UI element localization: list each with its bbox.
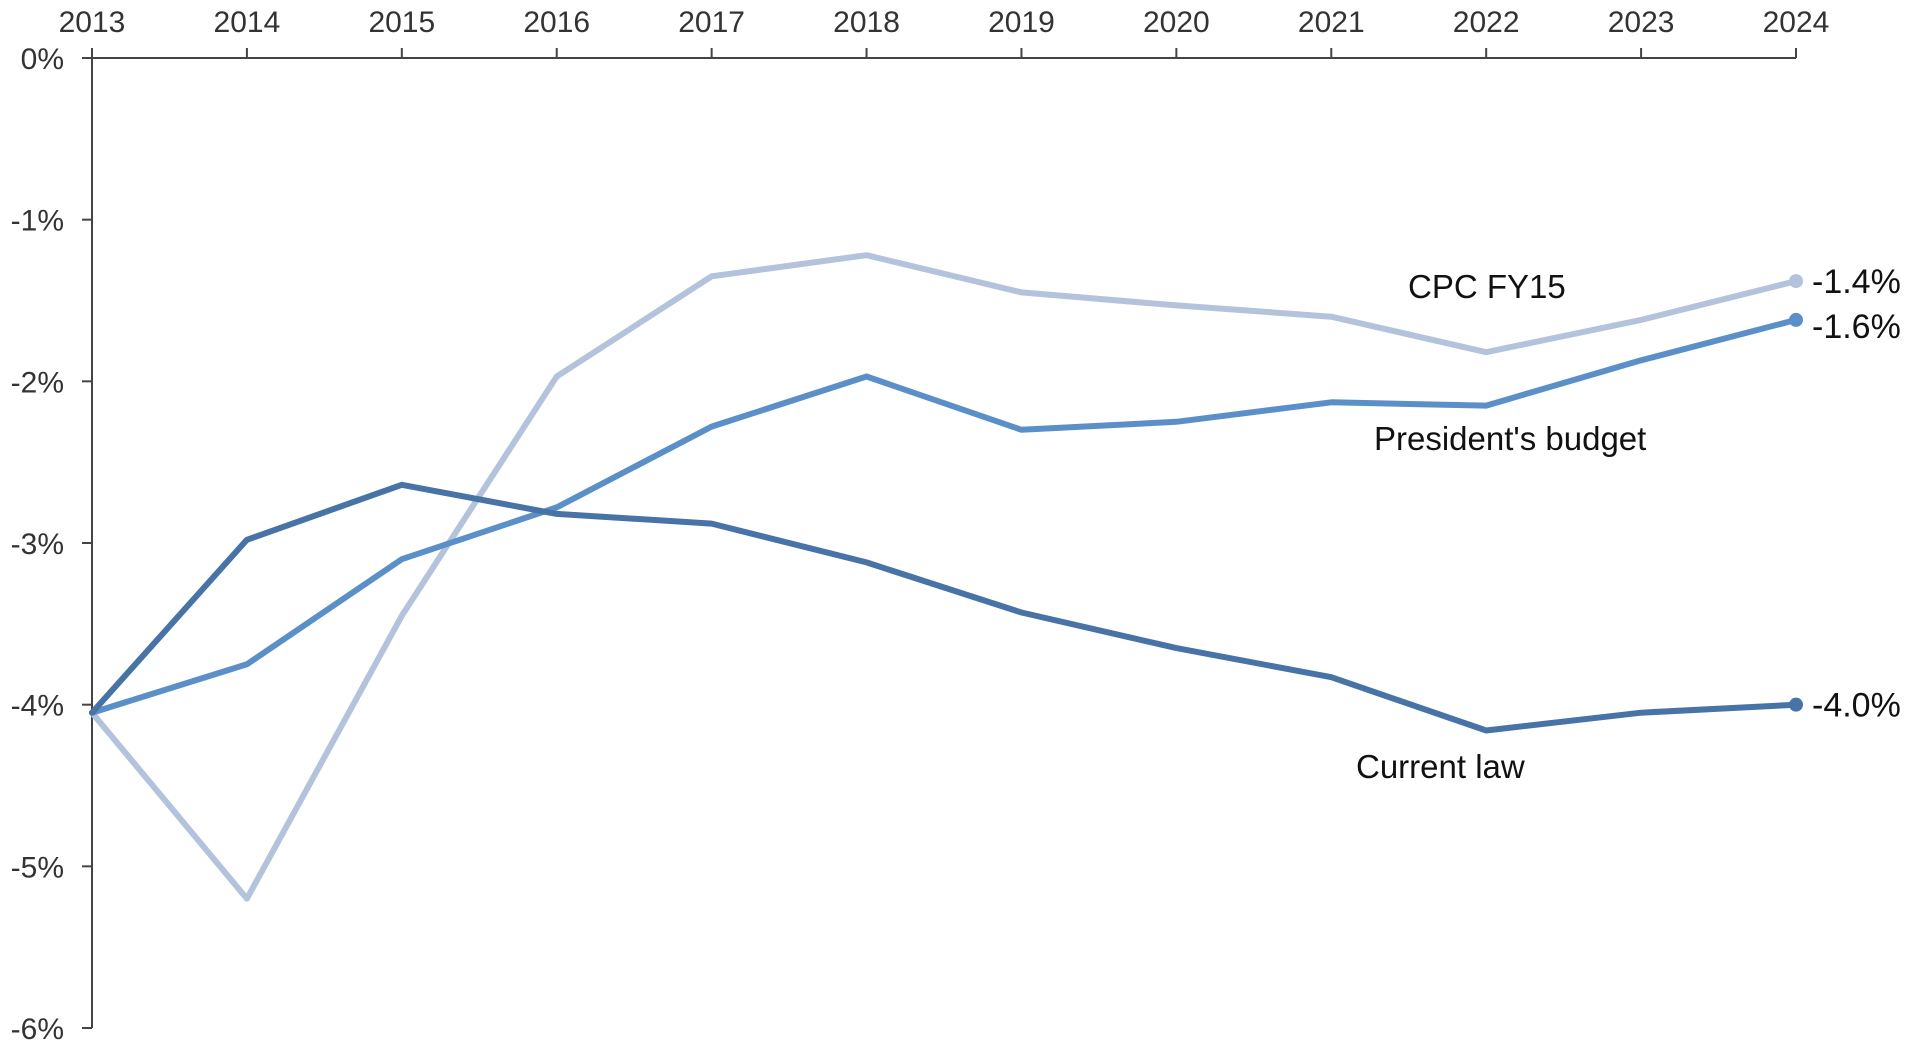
data-point-current-law bbox=[1483, 728, 1489, 734]
data-point-president-s-budget bbox=[1328, 399, 1334, 405]
data-point-president-s-budget bbox=[709, 424, 715, 430]
data-point-current-law bbox=[864, 559, 870, 565]
x-tick-label: 2018 bbox=[833, 6, 900, 39]
data-point-current-law bbox=[1018, 610, 1024, 616]
data-point-cpc-fy15 bbox=[709, 273, 715, 279]
data-point-president-s-budget bbox=[1173, 419, 1179, 425]
data-point-current-law bbox=[554, 511, 560, 517]
series-line-cpc-fy15 bbox=[89, 252, 1799, 902]
series-layer: -1.4% -1.6% -4.0% bbox=[89, 252, 1901, 902]
end-marker-cpc-fy15 bbox=[1789, 274, 1803, 289]
series-label-presidents-budget: President's budget bbox=[1374, 420, 1646, 457]
data-point-president-s-budget bbox=[244, 661, 250, 667]
x-tick-label: 2021 bbox=[1298, 6, 1365, 39]
x-tick-label: 2019 bbox=[988, 6, 1055, 39]
series-line-current-law bbox=[89, 481, 1799, 734]
data-point-current-law bbox=[399, 482, 405, 488]
y-tick-label: -1% bbox=[11, 205, 64, 238]
data-point-current-law bbox=[1328, 674, 1334, 680]
data-point-cpc-fy15 bbox=[1483, 349, 1489, 355]
data-point-president-s-budget bbox=[1483, 403, 1489, 409]
x-tick-label: 2017 bbox=[678, 6, 745, 39]
data-point-president-s-budget bbox=[399, 556, 405, 562]
axes: 2013 2014 2015 2016 2017 2018 2019 2020 2021 2022… bbox=[11, 6, 1830, 1040]
y-tick-label: -4% bbox=[11, 690, 64, 723]
x-tick-label: 2023 bbox=[1608, 6, 1675, 39]
end-marker-current-law bbox=[1789, 697, 1803, 712]
y-tick-label: 0% bbox=[21, 43, 64, 76]
x-tick-label: 2013 bbox=[59, 6, 126, 39]
data-point-president-s-budget bbox=[1018, 427, 1024, 433]
data-point-cpc-fy15 bbox=[1328, 314, 1334, 320]
x-tick-label: 2024 bbox=[1763, 6, 1830, 39]
series-line-president-s-budget bbox=[89, 316, 1799, 716]
end-marker-president-s-budget bbox=[1789, 312, 1803, 327]
data-point-president-s-budget bbox=[1638, 357, 1644, 363]
data-point-cpc-fy15 bbox=[864, 252, 870, 258]
y-tick-label: -6% bbox=[11, 1013, 64, 1040]
end-label-current-law: -4.0% bbox=[1812, 687, 1901, 725]
data-point-current-law bbox=[1638, 710, 1644, 716]
data-point-cpc-fy15 bbox=[554, 373, 560, 379]
label-layer: CPC FY15 President's budget Current law bbox=[1356, 268, 1646, 785]
data-point-cpc-fy15 bbox=[399, 613, 405, 619]
series-label-cpc-fy15: CPC FY15 bbox=[1408, 268, 1566, 305]
x-tick-label: 2015 bbox=[368, 6, 435, 39]
y-tick-label: -2% bbox=[11, 366, 64, 399]
y-tick-label: -3% bbox=[11, 528, 64, 561]
data-point-cpc-fy15 bbox=[1018, 289, 1024, 295]
data-point-cpc-fy15 bbox=[244, 896, 250, 902]
end-label-president-s-budget: -1.6% bbox=[1812, 308, 1901, 346]
end-label-cpc-fy15: -1.4% bbox=[1812, 263, 1901, 301]
data-point-current-law bbox=[244, 537, 250, 543]
x-tick-label: 2014 bbox=[214, 6, 281, 39]
series-label-current-law: Current law bbox=[1356, 748, 1525, 785]
data-point-current-law bbox=[709, 521, 715, 527]
data-point-president-s-budget bbox=[864, 373, 870, 379]
y-tick-label: -5% bbox=[11, 851, 64, 884]
data-point-cpc-fy15 bbox=[1173, 302, 1179, 308]
x-tick-label: 2020 bbox=[1143, 6, 1210, 39]
data-point-cpc-fy15 bbox=[1638, 317, 1644, 323]
data-point-president-s-budget bbox=[554, 504, 560, 510]
x-tick-label: 2016 bbox=[523, 6, 590, 39]
x-tick-label: 2022 bbox=[1453, 6, 1520, 39]
data-point-current-law bbox=[1173, 645, 1179, 651]
data-point-current-law bbox=[89, 710, 95, 716]
